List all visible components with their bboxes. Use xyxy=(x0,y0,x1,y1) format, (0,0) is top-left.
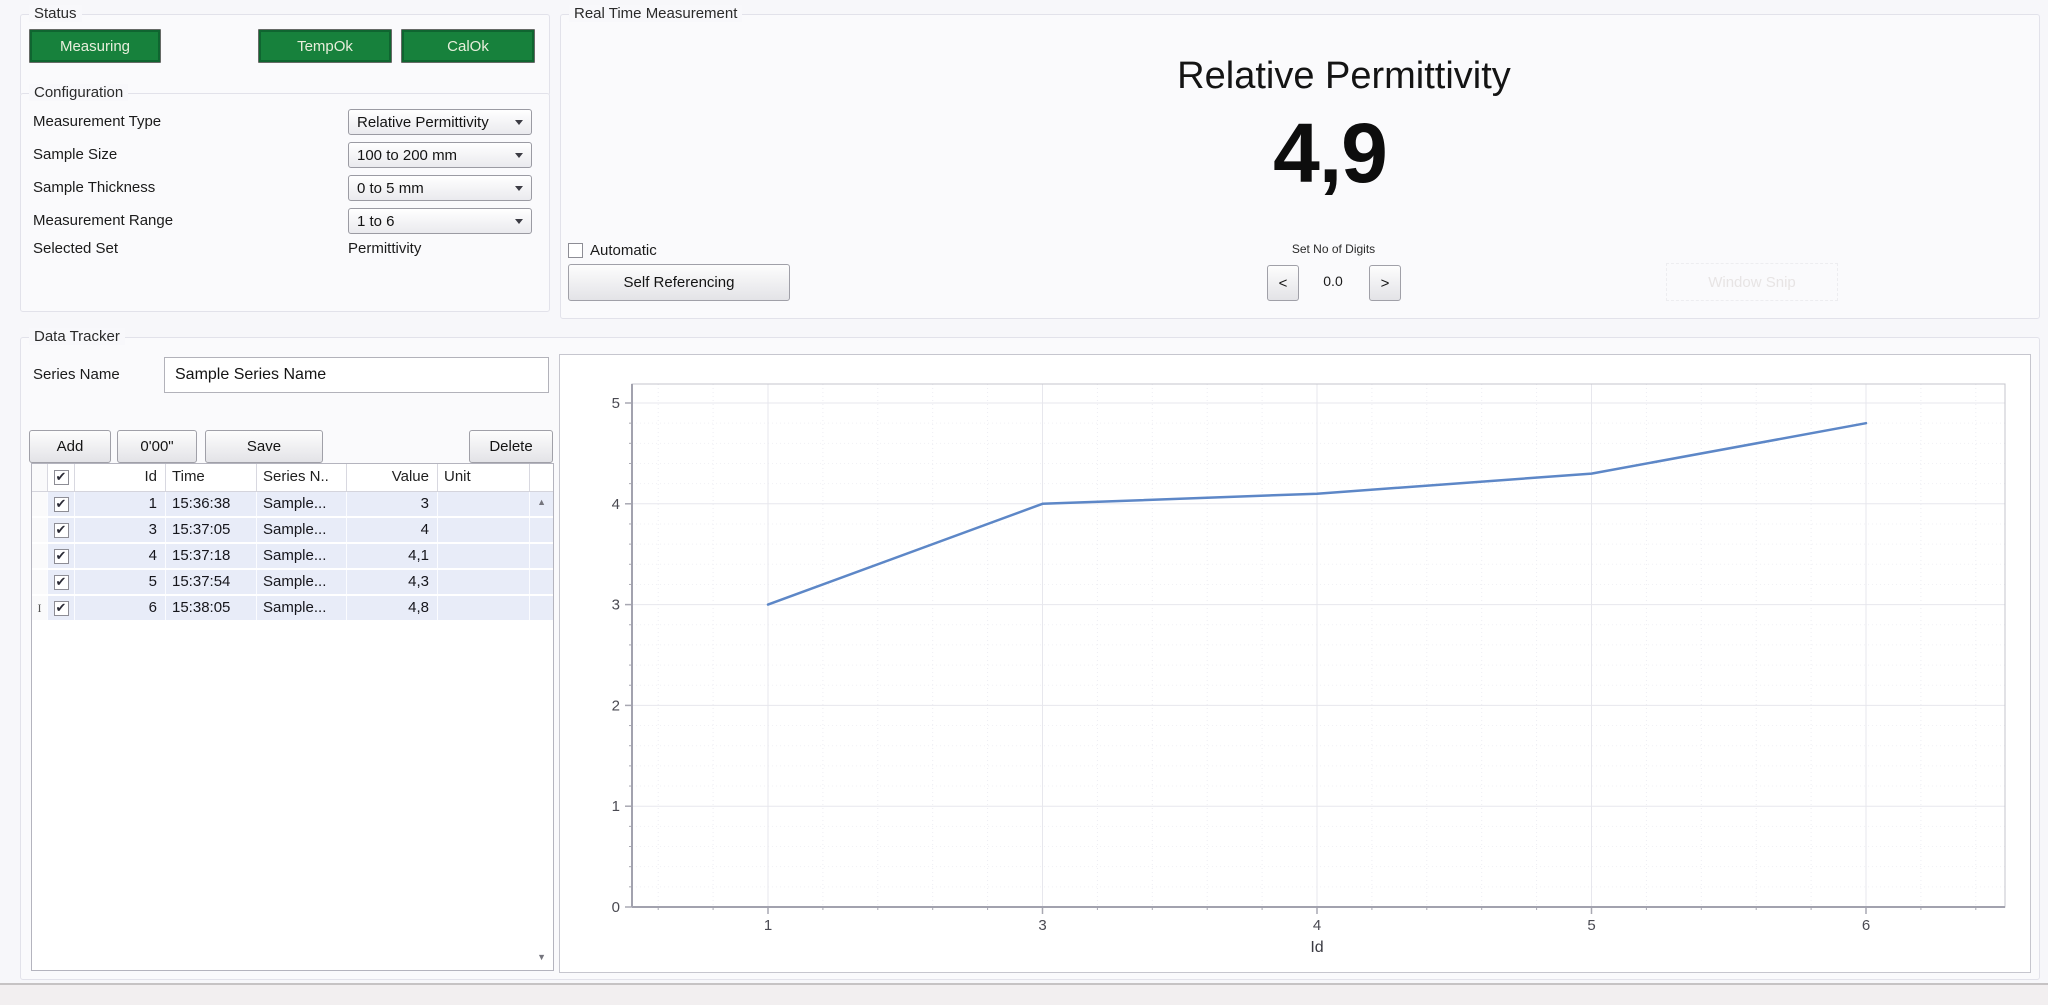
svg-text:3: 3 xyxy=(1038,917,1046,934)
row-checkbox[interactable]: ✔ xyxy=(53,496,69,512)
svg-text:1: 1 xyxy=(764,917,772,934)
table-body: ✔ 1 15:36:38 Sample... 3 ✔ 3 15:37:05 Sample... 4… xyxy=(32,492,553,622)
select-all-checkbox[interactable]: ✔ xyxy=(53,470,69,485)
save-button[interactable]: Save xyxy=(205,430,323,463)
chart-panel: 0 1 2 3 4 5 1 3 4 5 6 Id xyxy=(559,354,2031,973)
scroll-down-icon[interactable]: ▼ xyxy=(537,952,546,962)
measurement-display-title: Relative Permittivity xyxy=(1177,55,1511,97)
digits-value: 0.0 xyxy=(1323,273,1343,289)
svg-text:0: 0 xyxy=(612,899,620,916)
column-header-id[interactable]: Id xyxy=(75,464,166,491)
svg-text:4: 4 xyxy=(1313,917,1321,934)
automatic-checkbox-label: Automatic xyxy=(590,242,657,259)
chevron-down-icon xyxy=(515,120,523,125)
svg-text:5: 5 xyxy=(612,395,620,412)
measurement-range-label: Measurement Range xyxy=(33,212,174,229)
table-row[interactable]: ✔ 1 15:36:38 Sample... 3 xyxy=(32,492,553,518)
sample-thickness-label: Sample Thickness xyxy=(33,179,156,196)
delete-button[interactable]: Delete xyxy=(469,430,553,463)
sample-thickness-value: 0 to 5 mm xyxy=(357,179,424,197)
tempok-status-button[interactable]: TempOk xyxy=(258,29,392,63)
status-group-title: Status xyxy=(29,5,82,22)
svg-text:1: 1 xyxy=(612,798,620,815)
self-referencing-button[interactable]: Self Referencing xyxy=(568,264,790,301)
row-checkbox[interactable]: ✔ xyxy=(53,548,69,564)
table-row[interactable]: I ✔ 6 15:38:05 Sample... 4,8 xyxy=(32,596,553,622)
measurement-type-combobox[interactable]: Relative Permittivity xyxy=(348,109,532,135)
data-tracker-group: Data Tracker Series Name Add 0'00" Save … xyxy=(20,328,2040,980)
bottom-divider xyxy=(0,983,2048,985)
measuring-status-button[interactable]: Measuring xyxy=(29,29,161,63)
bottom-status-band xyxy=(0,985,2048,1005)
table-header-row: ✔ Id Time Series N.. Value Unit xyxy=(32,464,553,492)
automatic-checkbox[interactable] xyxy=(568,243,583,258)
sample-size-value: 100 to 200 mm xyxy=(357,146,458,164)
measurement-type-label: Measurement Type xyxy=(33,113,162,130)
data-tracker-group-title: Data Tracker xyxy=(29,328,125,345)
configuration-group: Configuration Measurement Type Relative … xyxy=(20,84,550,312)
add-button[interactable]: Add xyxy=(29,430,111,463)
data-tracker-table: ✔ Id Time Series N.. Value Unit ✔ 1 15:36:38 Sam… xyxy=(31,463,554,971)
status-group: Status Measuring TempOk CalOk xyxy=(20,5,550,96)
column-header-series[interactable]: Series N.. xyxy=(257,464,347,491)
svg-text:4: 4 xyxy=(612,496,620,513)
column-header-time[interactable]: Time xyxy=(166,464,257,491)
calok-status-button[interactable]: CalOk xyxy=(401,29,535,63)
selected-set-label: Selected Set xyxy=(33,240,119,257)
chevron-down-icon xyxy=(515,153,523,158)
digits-increase-button[interactable]: > xyxy=(1369,265,1401,301)
series-name-label: Series Name xyxy=(33,366,120,383)
measurement-range-value: 1 to 6 xyxy=(357,212,395,230)
svg-text:Id: Id xyxy=(1310,939,1323,956)
sample-thickness-combobox[interactable]: 0 to 5 mm xyxy=(348,175,532,201)
measurement-display-value: 4,9 xyxy=(1273,106,1388,200)
column-header-unit[interactable]: Unit xyxy=(438,464,530,491)
table-row[interactable]: ✔ 5 15:37:54 Sample... 4,3 xyxy=(32,570,553,596)
real-time-measurement-group: Real Time Measurement Relative Permittiv… xyxy=(560,5,2040,319)
measurement-type-value: Relative Permittivity xyxy=(357,113,489,131)
scroll-up-icon[interactable]: ▲ xyxy=(537,497,546,507)
timer-button[interactable]: 0'00" xyxy=(117,430,197,463)
set-no-of-digits-label: Set No of Digits xyxy=(1291,242,1376,256)
table-row[interactable]: ✔ 4 15:37:18 Sample... 4,1 xyxy=(32,544,553,570)
chevron-down-icon xyxy=(515,186,523,191)
svg-text:2: 2 xyxy=(612,697,620,714)
sample-size-label: Sample Size xyxy=(33,146,118,163)
table-row[interactable]: ✔ 3 15:37:05 Sample... 4 xyxy=(32,518,553,544)
chevron-down-icon xyxy=(515,219,523,224)
row-checkbox[interactable]: ✔ xyxy=(53,522,69,538)
window-snip-ghost: Window Snip xyxy=(1666,263,1838,301)
row-checkbox[interactable]: ✔ xyxy=(53,574,69,590)
real-time-group-title: Real Time Measurement xyxy=(569,5,743,22)
edit-cursor-icon: I xyxy=(37,601,42,615)
configuration-group-title: Configuration xyxy=(29,84,129,101)
svg-text:5: 5 xyxy=(1587,917,1595,934)
sample-size-combobox[interactable]: 100 to 200 mm xyxy=(348,142,532,168)
row-checkbox[interactable]: ✔ xyxy=(53,600,69,616)
svg-text:6: 6 xyxy=(1862,917,1870,934)
column-header-value[interactable]: Value xyxy=(347,464,438,491)
selected-set-value: Permittivity xyxy=(348,240,422,257)
digits-decrease-button[interactable]: < xyxy=(1267,265,1299,301)
series-name-input[interactable] xyxy=(164,357,549,393)
svg-text:3: 3 xyxy=(612,597,620,614)
measurement-range-combobox[interactable]: 1 to 6 xyxy=(348,208,532,234)
tracker-line-chart: 0 1 2 3 4 5 1 3 4 5 6 Id xyxy=(612,383,2006,956)
